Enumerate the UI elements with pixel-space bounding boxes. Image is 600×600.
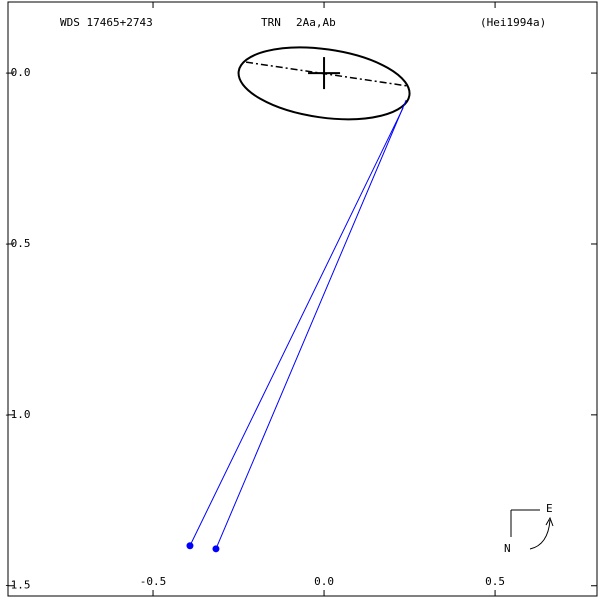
- compass-east: E: [546, 502, 553, 515]
- compass: [510, 509, 554, 550]
- chart-title: WDS 17465+2743: [60, 16, 153, 29]
- reference-label: (Hei1994a): [480, 16, 546, 29]
- x-tick-label: -0.5: [140, 575, 167, 588]
- residual-line: [189, 107, 404, 546]
- x-tick-label: 0.5: [485, 575, 505, 588]
- y-tick-label: -1.5: [4, 579, 31, 592]
- residual-line: [215, 99, 407, 550]
- observation-point: [186, 542, 194, 550]
- chart-subtitle: TRN: [261, 16, 281, 29]
- y-tick-label: -0.0: [4, 66, 31, 79]
- x-tick-label: 0.0: [314, 575, 334, 588]
- compass-arrowhead: [545, 516, 554, 527]
- orbit-ellipse: [237, 46, 411, 121]
- plot-frame: [7, 1, 598, 597]
- compass-arc: [529, 519, 551, 550]
- observation-point: [212, 545, 220, 553]
- y-tick-label: -1.0: [4, 408, 31, 421]
- y-tick-label: -0.5: [4, 237, 31, 250]
- node-line: [245, 61, 409, 87]
- compass-north: N: [504, 542, 511, 555]
- pair-label: 2Aa,Ab: [296, 16, 336, 29]
